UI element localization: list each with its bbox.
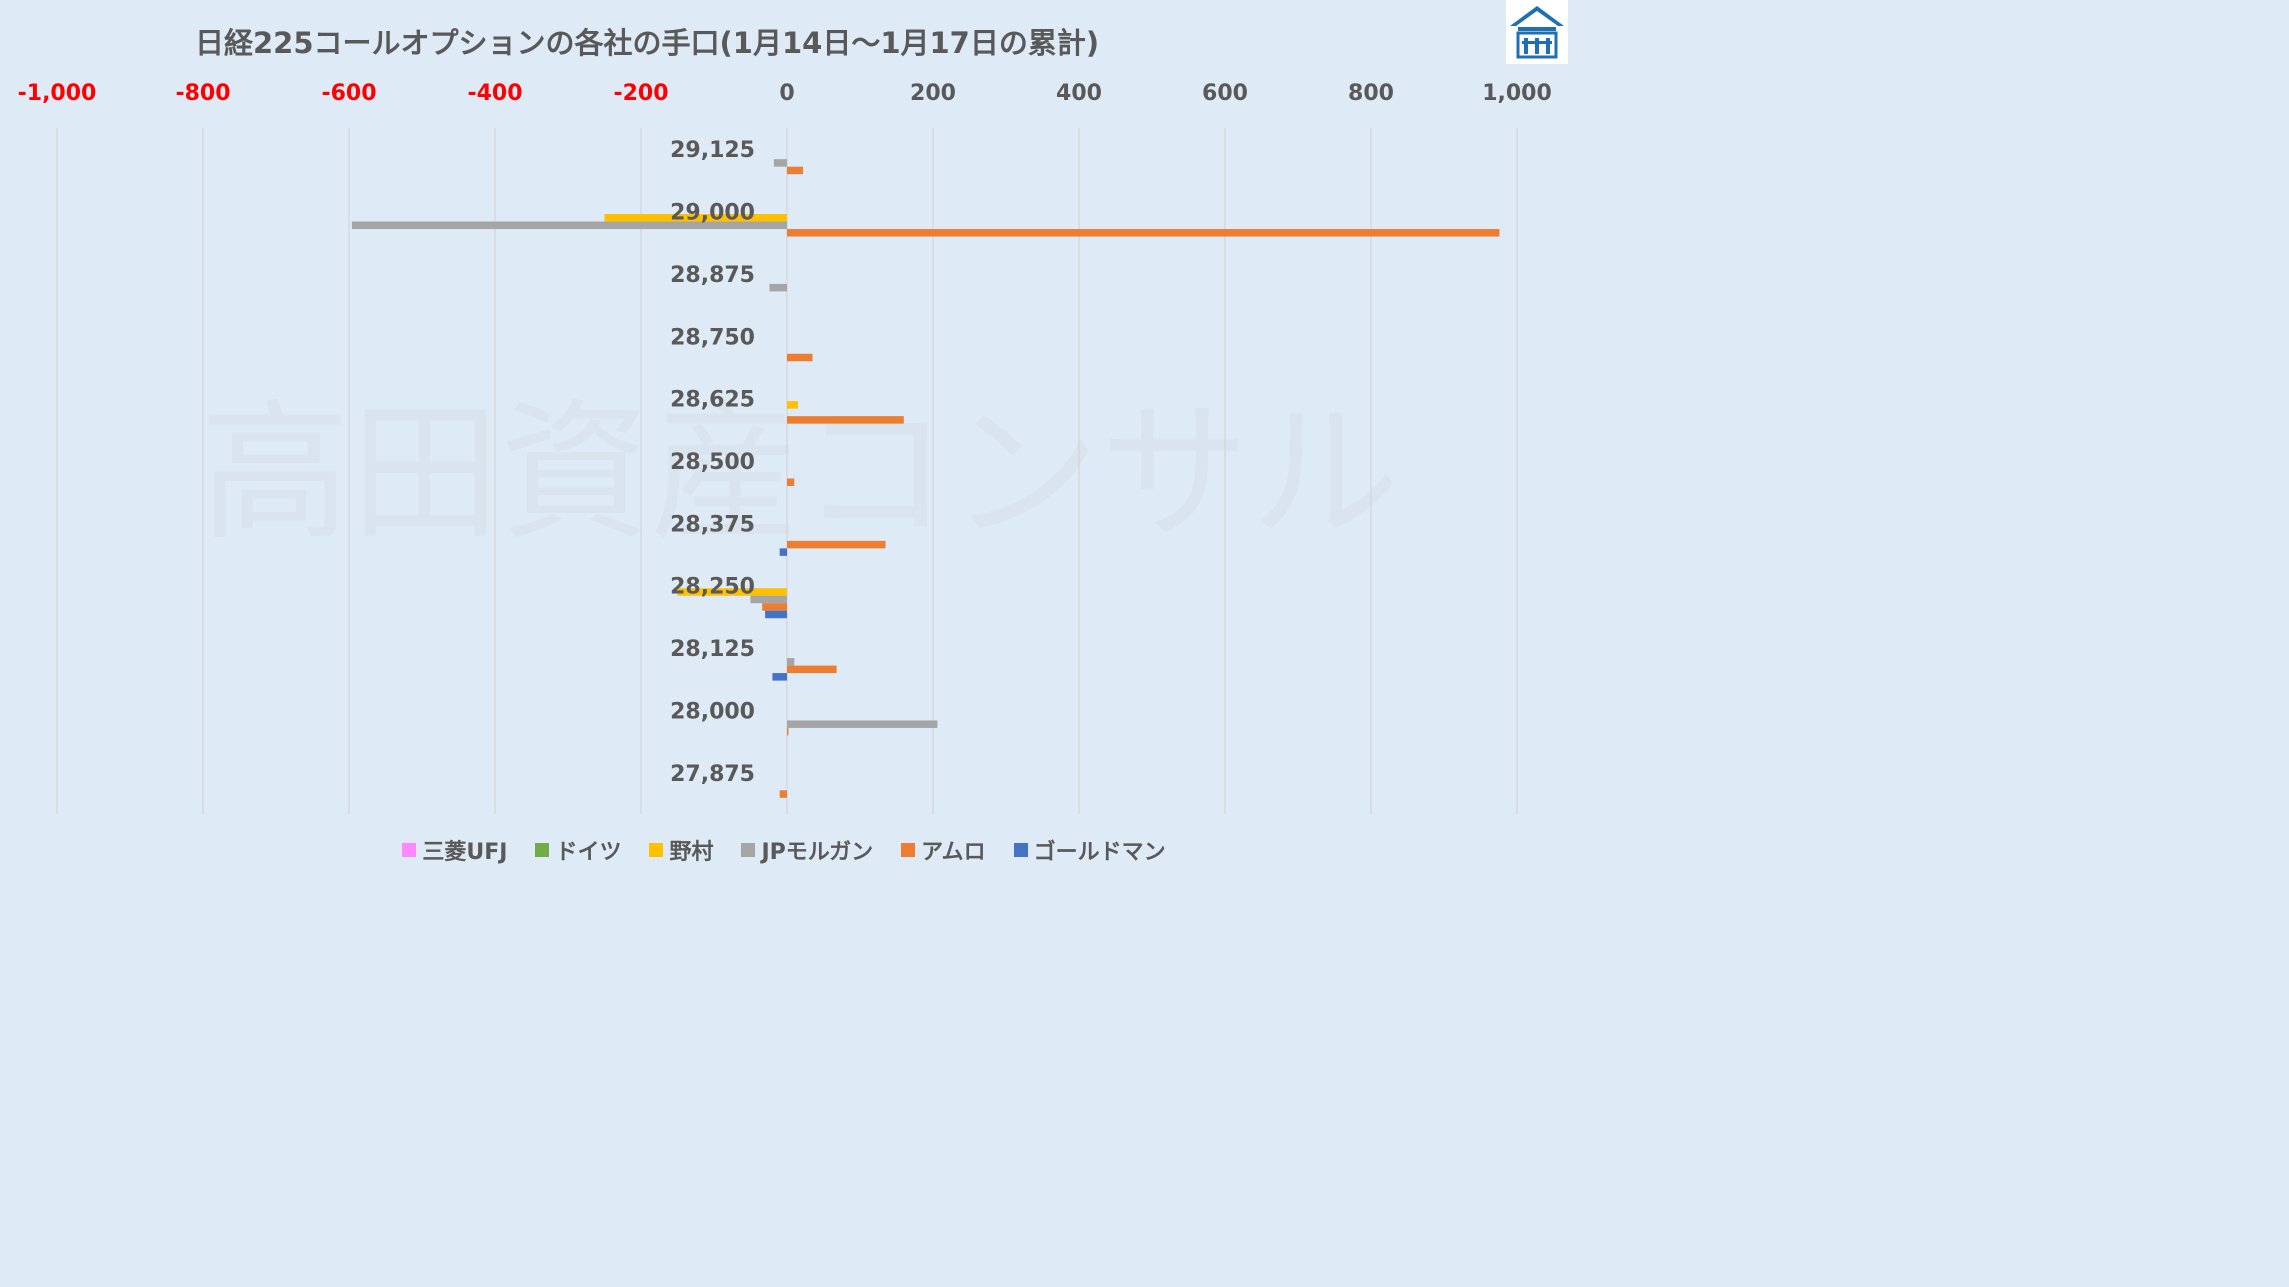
category-label: 28,875 <box>670 263 755 288</box>
bar <box>677 588 787 596</box>
x-tick-label: 400 <box>1056 81 1102 106</box>
chart-title: 日経225コールオプションの各社の手口(1月14日〜1月17日の累計) <box>195 26 1100 60</box>
legend-item: ゴールドマン <box>1013 834 1166 866</box>
bar <box>787 166 804 175</box>
bar <box>787 658 795 666</box>
legend-label: 野村 <box>669 840 714 865</box>
bar <box>765 610 787 619</box>
x-tick-label: -600 <box>321 81 376 106</box>
bar <box>772 673 787 681</box>
watermark: 高田資産コンサル <box>200 387 1400 561</box>
bar <box>773 159 787 167</box>
legend-label: アムロ <box>921 840 986 865</box>
category-label: 29,125 <box>670 138 755 163</box>
legend-swatch <box>741 843 756 857</box>
bar <box>787 353 813 362</box>
legend-label: JPモルガン <box>761 840 874 865</box>
category-label: 28,250 <box>670 575 755 600</box>
x-tick-label: -200 <box>613 81 668 106</box>
legend-item: JPモルガン <box>741 834 873 866</box>
bar <box>779 548 787 556</box>
bar <box>787 727 789 736</box>
legend-item: 野村 <box>649 834 713 866</box>
legend-label: 三菱UFJ <box>422 840 508 865</box>
bar <box>351 221 787 230</box>
category-label: 28,125 <box>670 637 755 662</box>
bar <box>787 665 837 674</box>
bars <box>351 159 1500 798</box>
x-tick-label: -400 <box>467 81 522 106</box>
bar <box>787 478 795 486</box>
bar <box>787 416 904 424</box>
category-label: 28,000 <box>670 699 755 724</box>
category-label: 28,750 <box>670 325 755 350</box>
bar <box>604 214 787 222</box>
x-tick-label: 200 <box>910 81 956 106</box>
legend-swatch <box>535 843 550 857</box>
legend-swatch <box>901 843 916 857</box>
bar <box>769 283 787 292</box>
category-label: 28,375 <box>670 512 755 537</box>
bar <box>787 540 886 549</box>
bar <box>750 595 787 604</box>
category-label: 29,000 <box>670 201 755 226</box>
category-label: 27,875 <box>670 762 755 787</box>
x-tick-label: -1,000 <box>18 81 97 106</box>
legend-item: ドイツ <box>535 834 621 866</box>
legend-label: ドイツ <box>555 840 622 865</box>
category-label: 28,500 <box>670 450 755 475</box>
chart-area: 高田資産コンサル -1,000 -800 -600 -400 -200 0 200 400 60… <box>18 81 1552 814</box>
logo <box>1506 0 1568 64</box>
x-axis-ticks: -1,000 -800 -600 -400 -200 0 200 400 600 800 1,000 <box>18 81 1552 106</box>
x-tick-label: 1,000 <box>1482 81 1552 106</box>
x-tick-label: 0 <box>779 81 794 106</box>
house-logo-icon <box>1510 6 1564 59</box>
legend-item: 三菱UFJ <box>402 834 507 866</box>
bar <box>787 720 938 728</box>
gridlines <box>56 128 1518 814</box>
legend: 三菱UFJ ドイツ 野村 JPモルガン アムロ ゴールドマン <box>0 834 1568 866</box>
x-tick-label: 600 <box>1202 81 1248 106</box>
bar <box>762 603 787 611</box>
legend-swatch <box>1013 843 1028 857</box>
legend-item: アムロ <box>901 834 986 866</box>
legend-label: ゴールドマン <box>1033 840 1166 865</box>
category-labels: 29,125 29,000 28,875 28,750 28,625 28,500 28,3… <box>670 138 755 787</box>
x-tick-label: -800 <box>175 81 230 106</box>
bar <box>779 790 787 798</box>
bar <box>787 401 798 409</box>
x-tick-label: 800 <box>1348 81 1394 106</box>
category-label: 28,625 <box>670 388 755 413</box>
bar <box>787 229 1500 237</box>
legend-swatch <box>649 843 664 857</box>
legend-swatch <box>402 843 417 857</box>
